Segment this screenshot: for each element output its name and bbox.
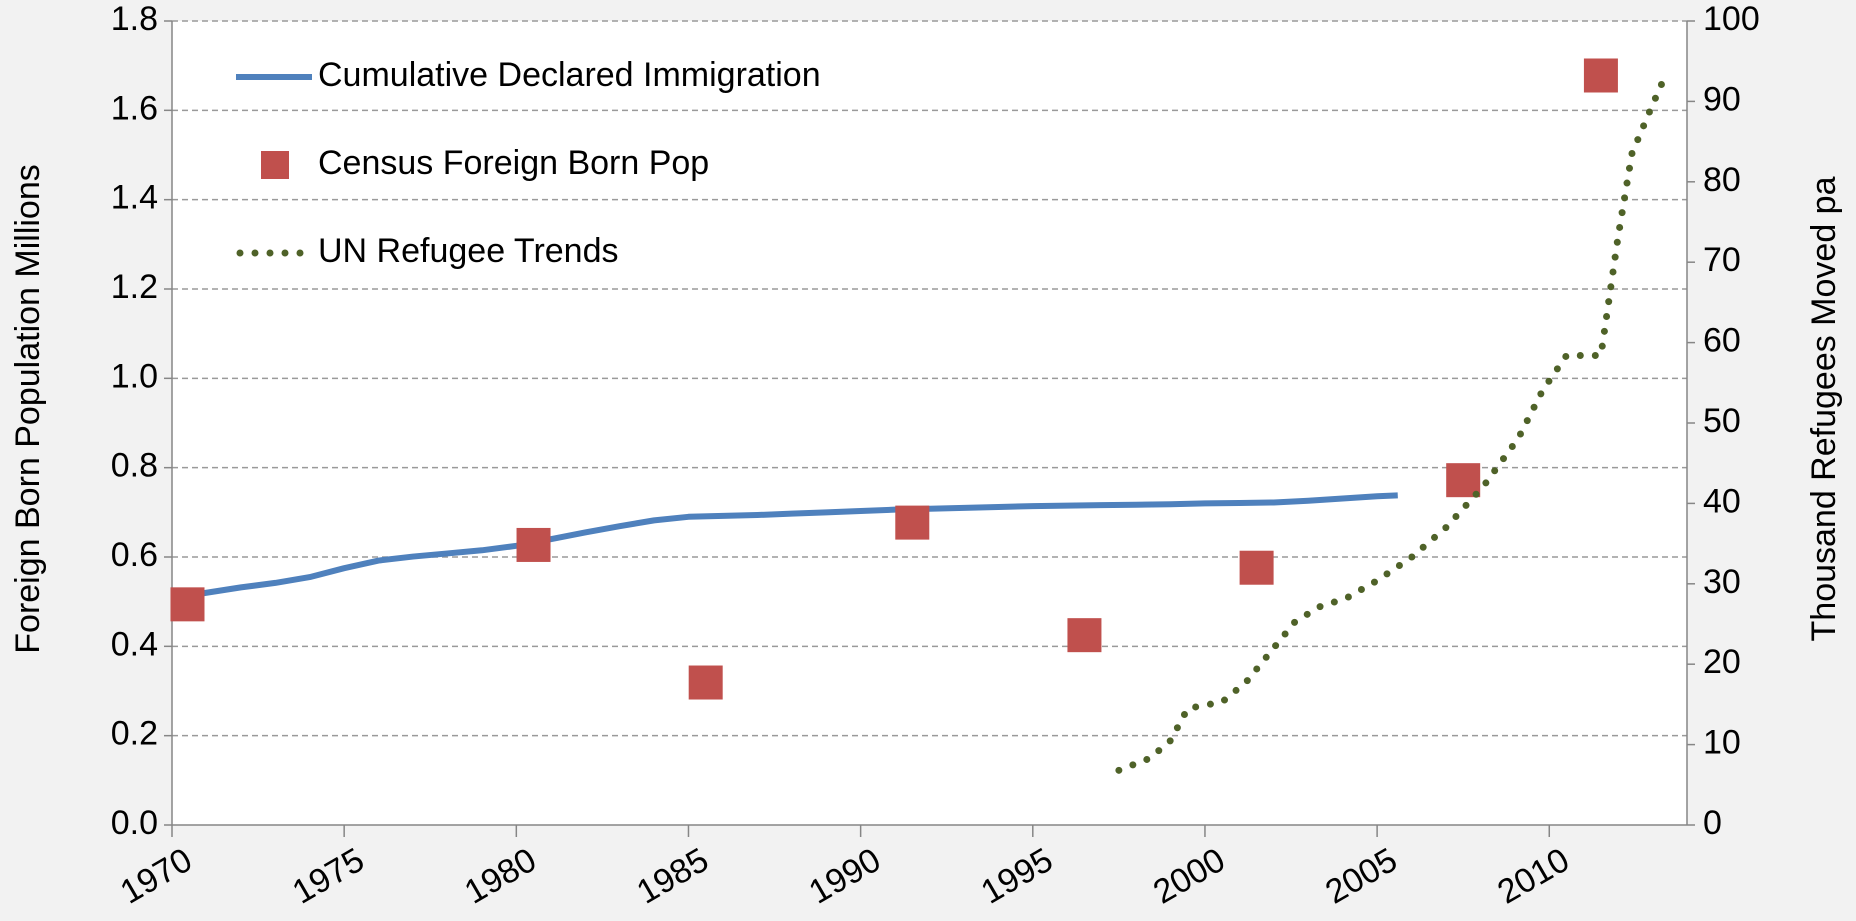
y2-tick-label: 50	[1703, 402, 1741, 440]
census-marker	[170, 587, 205, 622]
y2-tick-label: 0	[1703, 804, 1722, 842]
y-tick-label: 1.6	[111, 89, 158, 127]
y-tick-label: 0.0	[111, 804, 158, 842]
y2-tick-label: 60	[1703, 322, 1741, 360]
legend-label: Census Foreign Born Pop	[318, 144, 709, 182]
y-tick-label: 0.2	[111, 715, 158, 753]
y-tick-label: 0.4	[111, 625, 158, 663]
census-marker	[1067, 618, 1102, 653]
census-marker	[516, 527, 551, 562]
y2-tick-label: 100	[1703, 0, 1760, 38]
y2-tick-label: 40	[1703, 482, 1741, 520]
plot-area	[172, 21, 1687, 825]
y-axis-title: Foreign Born Population Millions	[9, 164, 47, 653]
y2-axis-title: Thousand Refugees Moved pa	[1805, 176, 1843, 641]
census-marker	[1583, 58, 1618, 93]
y-tick-label: 1.8	[111, 0, 158, 38]
y2-tick-label: 90	[1703, 80, 1741, 118]
line-series	[178, 492, 1398, 601]
census-marker	[688, 665, 723, 700]
y-tick-label: 0.8	[111, 447, 158, 485]
y2-tick-label: 20	[1703, 643, 1741, 681]
y-tick-label: 1.2	[111, 268, 158, 306]
y2-tick-label: 10	[1703, 724, 1741, 762]
y2-tick-label: 70	[1703, 241, 1741, 279]
legend-label: Cumulative Declared Immigration	[318, 56, 821, 94]
y2-tick-label: 80	[1703, 161, 1741, 199]
y-tick-label: 0.6	[111, 536, 158, 574]
y-tick-label: 1.4	[111, 179, 158, 217]
census-marker	[895, 505, 930, 540]
legend-swatch	[261, 151, 289, 179]
legend-label: UN Refugee Trends	[318, 232, 619, 270]
y2-tick-label: 30	[1703, 563, 1741, 601]
y-tick-label: 1.0	[111, 357, 158, 395]
census-marker	[1239, 550, 1274, 585]
